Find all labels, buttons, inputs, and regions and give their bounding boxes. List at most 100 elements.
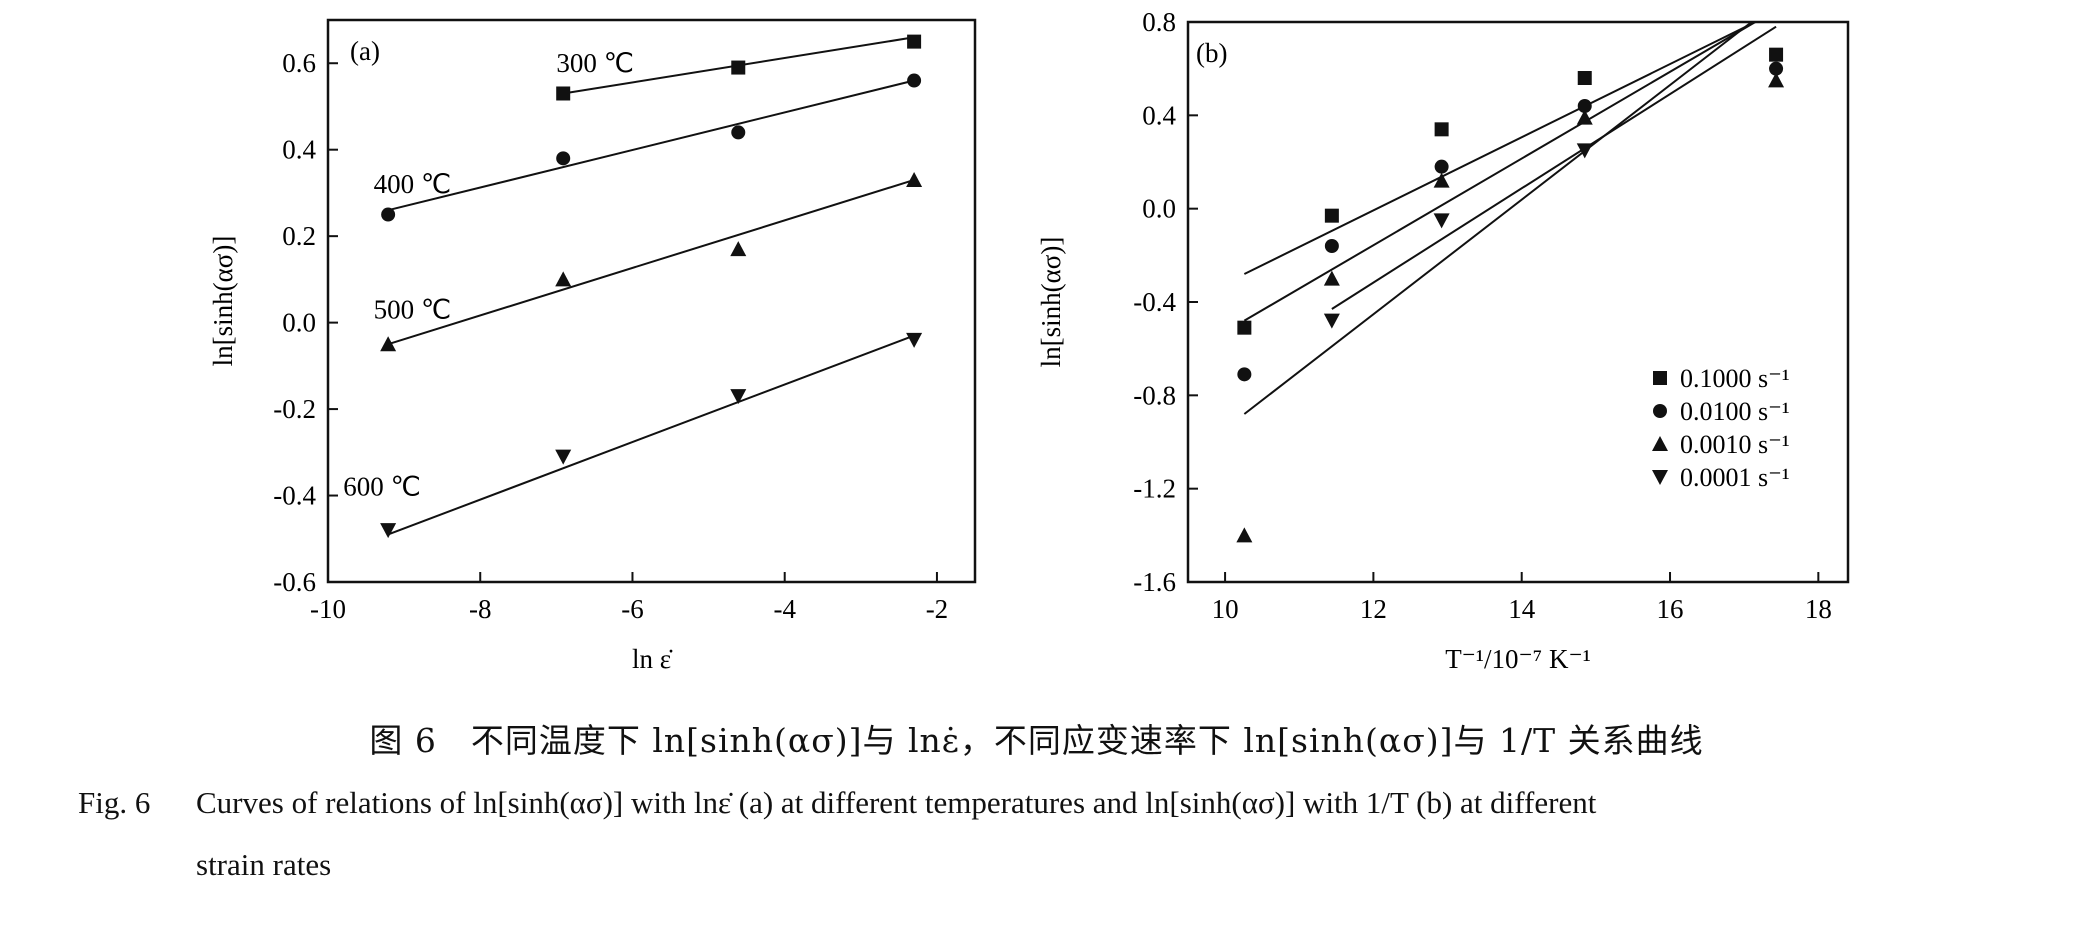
temperature-label: 400 ℃ (374, 169, 452, 199)
data-point-circle (731, 125, 746, 140)
y-tick-label: 0.0 (282, 308, 316, 338)
legend-marker-triangle-up (1652, 436, 1668, 451)
y-tick-label: -1.6 (1133, 567, 1176, 597)
x-tick-label: 18 (1805, 594, 1832, 624)
y-axis-label: ln[sinh(ασ)] (208, 236, 238, 367)
panel-label: (b) (1196, 38, 1227, 68)
series-square (1237, 21, 1784, 335)
series-square (556, 34, 922, 101)
figure-number: Fig. 6 (78, 785, 151, 820)
y-tick-label: -0.6 (273, 567, 316, 597)
y-tick-label: -0.4 (1133, 287, 1176, 317)
data-point-triangle-up (555, 271, 572, 287)
data-point-triangle-up (906, 171, 923, 187)
data-point-triangle-down (906, 332, 923, 348)
panel-a-chart: -10 -8 -6 -4 -2 -0.6 -0.4 -0.2 0.0 0.2 0.4 0.6 (a) ln… (208, 18, 977, 674)
data-point-circle (1237, 367, 1252, 382)
data-point-triangle-down (555, 449, 572, 465)
legend-marker-square (1653, 371, 1667, 385)
figure-caption-chinese: 图 6 不同温度下 ln[sinh(ασ)]与 lnε̇，不同应变速率下 ln[… (369, 721, 1704, 760)
caption-english-line1: Curves of relations of ln[sinh(ασ)] with… (196, 785, 1597, 820)
panel-b-chart: 10 12 14 16 18 -1.6 -1.2 -0.8 -0.4 0.0 0.4 0.8 (b) T⁻… (1036, 7, 1850, 674)
legend-marker-circle (1653, 404, 1667, 418)
series-triangle-down (1243, 21, 1753, 415)
series-triangle-up (380, 171, 923, 352)
figure-caption-english: Fig. 6 Curves of relations of ln[sinh(ασ)… (78, 772, 2008, 896)
legend-label: 0.1000 s⁻¹ (1680, 364, 1790, 393)
x-tick-label: 12 (1360, 594, 1387, 624)
data-point-circle (1324, 239, 1339, 253)
fit-line (387, 79, 915, 212)
fit-line (1243, 21, 1756, 322)
plot-frame (1186, 20, 1850, 584)
data-point-circle (1434, 159, 1449, 174)
data-point-square (1577, 71, 1592, 85)
x-tick-label: 10 (1212, 594, 1239, 624)
data-point-square (731, 60, 746, 75)
x-tick-label: 14 (1508, 594, 1536, 624)
x-tick-label: -6 (621, 594, 644, 624)
legend: 0.1000 s⁻¹ 0.0100 s⁻¹ 0.0010 s⁻¹ 0.0001 s⁻¹ (1652, 364, 1790, 492)
data-point-circle (1769, 61, 1784, 76)
data-point-circle (1577, 99, 1592, 113)
x-tick-label: -4 (773, 594, 796, 624)
legend-label: 0.0010 s⁻¹ (1680, 430, 1790, 459)
series-triangle-up (1236, 25, 1785, 543)
data-point-triangle-up (730, 241, 747, 257)
y-tick-label: 0.4 (1142, 100, 1176, 130)
fit-line (1243, 21, 1756, 275)
y-tick-label: 0.2 (282, 221, 316, 251)
y-tick-label: -0.8 (1133, 380, 1176, 410)
fit-line (1243, 21, 1753, 415)
x-tick-label: -2 (926, 594, 949, 624)
data-point-square (1434, 122, 1449, 137)
temperature-label: 600 ℃ (343, 472, 421, 502)
panel-label: (a) (350, 36, 380, 66)
data-point-square (1237, 320, 1252, 335)
data-point-triangle-up (1236, 527, 1253, 543)
y-tick-label: 0.8 (1142, 7, 1176, 37)
x-tick-label: -10 (310, 594, 346, 624)
y-tick-label: -0.2 (273, 394, 316, 424)
data-point-square (907, 34, 922, 49)
fit-line (387, 178, 915, 346)
data-point-triangle-down (1323, 313, 1340, 329)
x-axis-label: T⁻¹/10⁻⁷ K⁻¹ (1445, 644, 1591, 674)
temperature-label: 300 ℃ (556, 48, 634, 78)
data-point-triangle-down (730, 389, 747, 405)
data-point-triangle-down (1576, 143, 1593, 159)
temperature-label: 500 ℃ (374, 294, 452, 324)
data-point-circle (381, 207, 396, 222)
x-axis-label: ln ε̇ (632, 644, 673, 674)
data-point-triangle-down (380, 523, 397, 539)
data-point-triangle-down (1433, 213, 1450, 229)
data-point-circle (907, 73, 922, 88)
data-point-triangle-up (1576, 109, 1593, 125)
legend-label: 0.0001 s⁻¹ (1680, 463, 1790, 492)
fit-line (387, 334, 915, 536)
figure: -10 -8 -6 -4 -2 -0.6 -0.4 -0.2 0.0 0.2 0.4 0.6 (a) ln… (208, 7, 1850, 674)
data-point-triangle-up (380, 336, 397, 352)
data-point-triangle-up (1323, 270, 1340, 286)
series-triangle-down (380, 332, 923, 539)
data-point-square (1769, 47, 1784, 62)
data-point-circle (556, 151, 571, 166)
y-tick-label: 0.0 (1142, 194, 1176, 224)
legend-label: 0.0100 s⁻¹ (1680, 397, 1790, 426)
caption-english-line2: strain rates (196, 847, 332, 882)
y-tick-label: -0.4 (273, 481, 316, 511)
y-axis-label: ln[sinh(ασ)] (1036, 237, 1066, 368)
x-tick-label: 16 (1657, 594, 1684, 624)
y-tick-label: -1.2 (1133, 474, 1176, 504)
fit-line (1331, 25, 1777, 310)
x-tick-label: -8 (469, 594, 492, 624)
data-point-triangle-up (1768, 72, 1785, 88)
legend-marker-triangle-down (1652, 470, 1668, 485)
series-circle (381, 73, 922, 222)
y-tick-label: 0.6 (282, 48, 316, 78)
series-circle (1237, 21, 1784, 382)
data-point-triangle-up (1433, 172, 1450, 188)
data-point-square (1324, 208, 1339, 223)
y-tick-label: 0.4 (282, 135, 316, 165)
plot-frame (326, 18, 977, 584)
